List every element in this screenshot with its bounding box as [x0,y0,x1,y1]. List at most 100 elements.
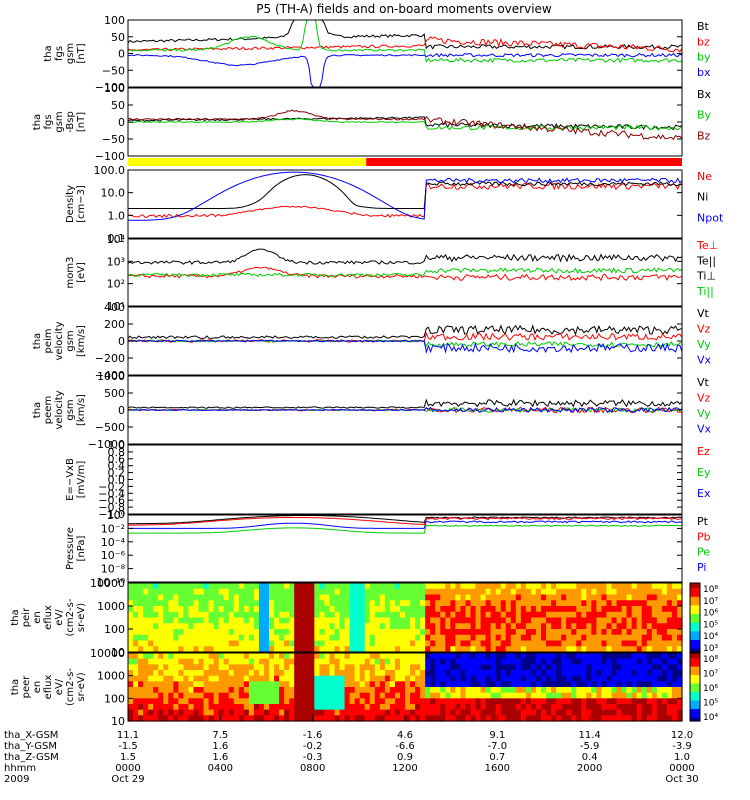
spectrogram-cell [515,634,522,642]
spectrogram-cell [339,715,346,722]
spectrogram-cell [420,606,426,613]
spectrogram-cell [233,629,240,636]
spectrogram-cell [324,600,331,607]
spectrogram-cell [435,594,441,601]
spectrogram-cell [294,646,300,653]
spectrogram-cell [243,715,250,722]
spectrogram-cell [359,600,366,607]
spectrogram-cell [405,594,411,601]
spectrogram-cell [168,692,174,699]
spectrogram-cell [329,623,336,630]
y-axis-label: E=−VxB [65,458,76,501]
spectrogram-cell [143,606,149,613]
spectrogram-cell [535,629,542,636]
spectrogram-cell [304,664,310,671]
spectrogram-cell [546,670,552,677]
spectrogram-cell [561,600,567,607]
spectrogram-cell [465,692,472,699]
spectrogram-cell [535,698,542,705]
spectrogram-cell [203,640,210,647]
spectrogram-cell [571,681,577,688]
spectrogram-cell [626,583,633,590]
spectrogram-cell [284,687,290,694]
spectrogram-cell [324,583,331,590]
spectrogram-cell [384,687,391,694]
spectrogram-cell [641,646,648,653]
spectrogram-cell [238,594,245,601]
spectrogram-cell [546,681,552,688]
spectrogram-cell [551,681,557,688]
spectrogram-cell [389,698,396,705]
spectrogram-cell [646,617,653,624]
spectrogram-cell [666,698,673,705]
spectrogram-cell [158,670,164,677]
spectrogram-cell [389,675,396,682]
spectrogram-cell [490,623,497,630]
spectrogram-cell [586,670,592,677]
spectrogram-cell [394,583,401,590]
spectrogram-cell [546,634,552,642]
spectrogram-cell [339,629,346,636]
spectrogram-cell [339,698,346,705]
spectrogram-cell [309,670,315,677]
spectrogram-cell [168,611,174,619]
spectrogram-cell [465,623,472,630]
spectrogram-cell [133,670,139,677]
spectrogram-cell [248,611,255,619]
spectrogram-cell [525,617,532,624]
spectrogram-cell [525,675,532,682]
spectrogram-cell [374,704,381,711]
spectrogram-cell [601,664,608,671]
colorbar-cell [690,627,700,631]
spectrogram-cell [405,640,411,647]
spectrogram-cell [430,606,436,613]
spectrogram-cell [299,617,305,624]
spectrogram-cell [596,611,603,619]
spectrogram-cell [666,594,673,601]
spectrogram-cell [128,709,134,716]
spectrogram-cell [485,611,492,619]
spectrogram-cell [425,634,431,642]
spectrogram-cell [515,600,522,607]
spectrogram-cell [248,698,255,705]
colorbar-cell [690,603,700,607]
spectrogram-cell [253,611,260,619]
spectrogram-cell [601,653,608,660]
spectrogram-cell [258,692,265,699]
spectrogram-cell [173,692,179,699]
spectrogram-cell [399,698,406,705]
spectrogram-cell [178,617,184,624]
y-axis-label: [nT] [76,43,87,63]
colorbar-cell [690,607,700,610]
spectrogram-cell [480,583,487,590]
spectrogram-cell [546,640,552,647]
spectrogram-cell [399,594,406,601]
series-line-By [127,118,683,131]
spectrogram-cell [596,634,603,642]
spectrogram-cell [168,606,174,613]
spectrogram-cell [626,640,633,647]
spectrogram-cell [128,692,134,699]
spectrogram-cell [364,670,371,677]
spectrogram-cell [319,687,326,694]
spectrogram-cell [611,623,618,630]
spectrogram-cell [228,583,235,590]
spectrogram-cell [193,617,200,624]
spectrogram-cell [621,629,628,636]
spectrogram-cell [223,698,230,705]
spectrogram-cell [561,664,567,671]
spectrogram-cell [581,594,587,601]
spectrogram-cell [203,670,210,677]
spectrogram-cell [525,600,532,607]
spectrogram-cell [178,704,184,711]
spectrogram-cell [621,600,628,607]
spectrogram-cell [520,687,527,694]
spectrogram-cell [435,634,441,642]
spectrogram-cell [611,588,618,596]
spectrogram-cell [364,583,371,590]
spectrogram-cell [274,623,280,630]
spectrogram-cell [364,588,371,596]
spectrogram-cell [228,653,235,660]
spectrogram-cell [173,704,179,711]
spectrogram-cell [490,670,497,677]
